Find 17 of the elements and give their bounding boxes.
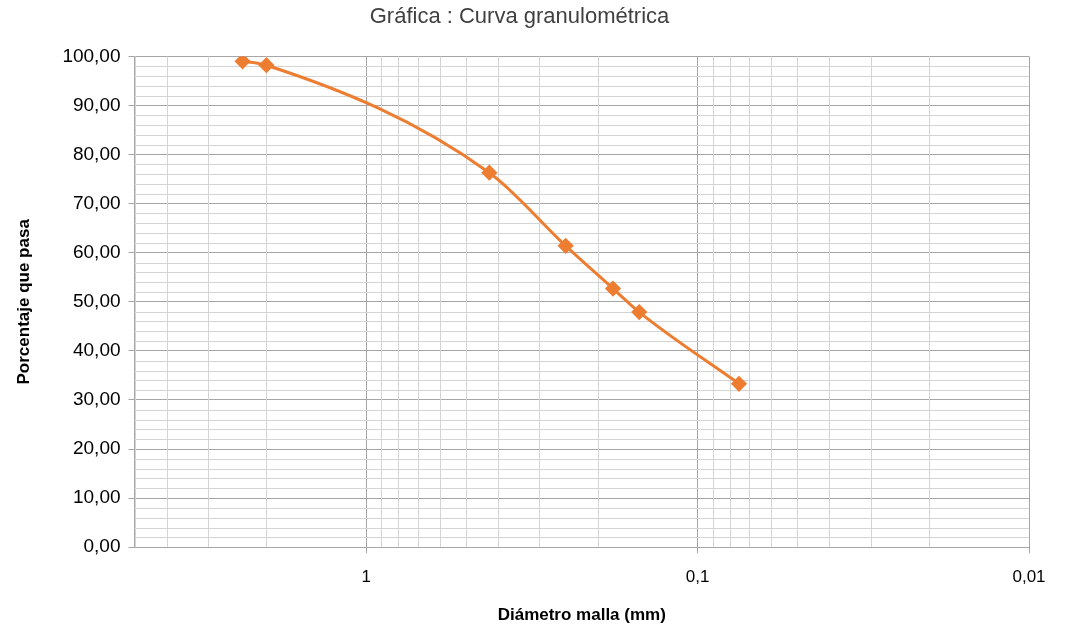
y-tick-label: 40,00 bbox=[72, 339, 121, 361]
y-tick-label: 30,00 bbox=[72, 388, 121, 410]
x-axis-title: Diámetro malla (mm) bbox=[497, 605, 666, 625]
x-tick-label: 1 bbox=[361, 567, 371, 587]
y-tick-label: 100,00 bbox=[62, 44, 121, 66]
y-axis-title: Porcentaje que pasa bbox=[13, 218, 33, 385]
chart-title: Gráfica : Curva granulométrica bbox=[369, 3, 671, 29]
x-tick-label: 0,01 bbox=[1012, 567, 1046, 587]
y-tick-label: 0,00 bbox=[83, 535, 121, 557]
y-tick-label: 50,00 bbox=[72, 290, 121, 312]
y-tick-label: 60,00 bbox=[72, 240, 121, 262]
y-tick-label: 80,00 bbox=[72, 142, 121, 164]
y-tick-label: 10,00 bbox=[72, 486, 121, 508]
y-tick-label: 70,00 bbox=[72, 191, 121, 213]
x-tick-label: 0,1 bbox=[685, 567, 710, 587]
y-tick-label: 90,00 bbox=[72, 93, 121, 115]
y-tick-label: 20,00 bbox=[72, 437, 121, 459]
